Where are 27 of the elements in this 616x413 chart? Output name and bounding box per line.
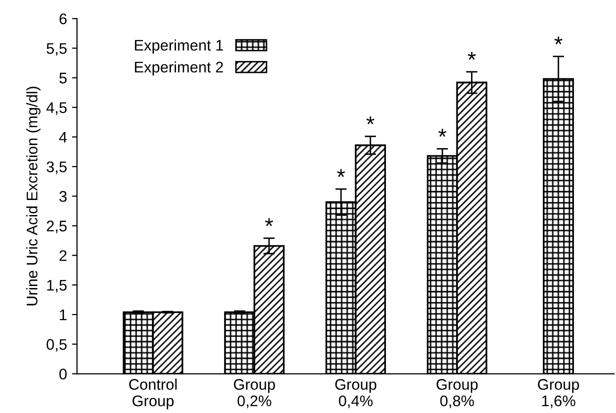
x-tick-label: Group 0,8% [436,379,478,408]
y-tick-label: 4,5 [46,102,67,115]
annotation: * [337,169,345,177]
x-tick-label: Group 0,2% [234,379,275,408]
annotation: * [468,52,476,60]
y-tick-label: 5,5 [46,43,67,56]
legend-label: Experiment 2 [134,61,223,76]
x-tick-label: Control Group [129,378,177,410]
y-tick-label: 2 [60,250,67,261]
annotation: * [265,218,274,226]
y-tick-label: 1 [60,310,67,320]
annotation: * [366,116,374,124]
y-tick-label: 4 [59,132,67,143]
annotation: * [438,128,446,137]
y-tick-label: 3,5 [46,161,67,174]
y-tick-label: 0 [59,368,67,380]
y-tick-label: 1,5 [47,280,67,292]
legend-label: Experiment 1 [134,39,223,54]
y-tick-label: 0,5 [46,339,67,352]
annotation: * [554,36,562,44]
y-tick-label: 6 [60,13,67,24]
x-tick-label: Group 0,4% [335,379,376,408]
y-axis-title: Urine Uric Acid Excretion (mg/dl) [26,86,40,306]
y-tick-label: 3 [59,191,67,202]
y-tick-label: 2,5 [46,220,67,234]
x-tick-label: Group 1,6% [538,379,579,408]
y-tick-label: 5 [59,72,67,84]
